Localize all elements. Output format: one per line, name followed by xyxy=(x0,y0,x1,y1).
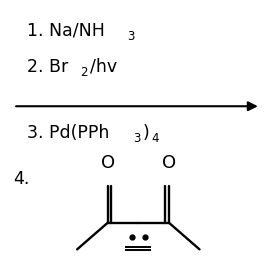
Text: 4.: 4. xyxy=(13,170,30,188)
Text: 1. Na/NH: 1. Na/NH xyxy=(27,22,105,40)
Text: 4: 4 xyxy=(151,132,159,145)
Text: 2: 2 xyxy=(80,66,87,79)
Text: O: O xyxy=(162,154,176,172)
Text: O: O xyxy=(101,154,115,172)
Text: ): ) xyxy=(142,124,149,142)
Text: 2. Br: 2. Br xyxy=(27,58,68,76)
Text: 3: 3 xyxy=(133,132,140,145)
Text: 3. Pd(PPh: 3. Pd(PPh xyxy=(27,124,109,142)
Text: /hv: /hv xyxy=(89,58,117,76)
Text: 3: 3 xyxy=(127,30,134,43)
